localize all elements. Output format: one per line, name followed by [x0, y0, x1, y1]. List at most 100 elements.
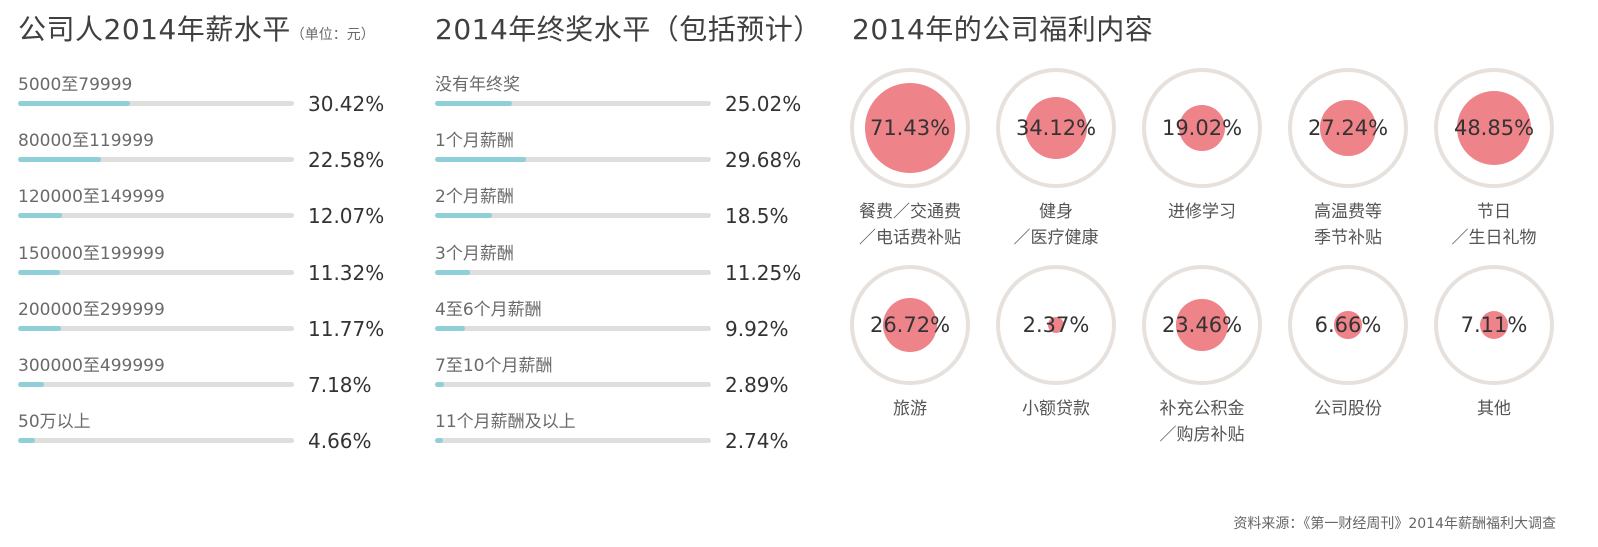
bonus-bar-track: [435, 325, 711, 331]
salary-bar-row: 200000至299999 11.77%: [18, 295, 398, 351]
salary-bar-label: 150000至199999: [18, 243, 165, 264]
bonus-bar-value: 9.92%: [725, 316, 789, 341]
bonus-bar-value: 11.25%: [725, 260, 802, 285]
salary-bar: [18, 269, 60, 275]
benefit-label-line: 公司股份: [1314, 399, 1382, 419]
salary-bar-value: 7.18%: [308, 373, 372, 397]
bonus-bar-value: 2.89%: [725, 373, 789, 397]
benefit-value: 71.43%: [869, 116, 951, 140]
benefit-bubble: [882, 297, 938, 353]
benefit-ring: [1288, 265, 1408, 385]
salary-bar-label: 50万以上: [18, 412, 91, 433]
bonus-bar-row: 3个月薪酬 11.25%: [435, 239, 815, 295]
benefit-label-line: 小额贷款: [1022, 399, 1090, 419]
salary-bar: [18, 382, 45, 387]
bonus-bar-value: 25.02%: [725, 92, 802, 116]
benefit-label: 餐费／交通费 ／电话费补贴: [841, 199, 979, 251]
salary-bar-row: 50万以上 4.66%: [18, 407, 398, 463]
benefit-label: 旅游: [841, 396, 979, 422]
benefit-bubble: [1456, 90, 1532, 166]
salary-bar-row: 120000至149999 12.07%: [18, 182, 398, 238]
bonus-bar-track: [435, 269, 711, 275]
bonus-bar-row: 4至6个月薪酬 9.92%: [435, 295, 815, 351]
benefit-ring: [1288, 68, 1408, 188]
salary-title-text: 公司人2014年薪水平: [18, 13, 291, 46]
salary-bar: [18, 157, 102, 163]
salary-title: 公司人2014年薪水平（单位：元）: [18, 8, 375, 48]
bonus-bar-label: 没有年终奖: [435, 75, 520, 95]
bonus-bar: [435, 269, 470, 275]
benefits-title-text: 2014年的公司福利内容: [852, 13, 1154, 46]
salary-bar-track: [18, 382, 294, 387]
bonus-bar-row: 没有年终奖 25.02%: [435, 70, 815, 126]
benefit-ring: [996, 265, 1116, 385]
bonus-bar-value: 2.74%: [725, 429, 789, 454]
bonus-bar-row: 2个月薪酬 18.5%: [435, 182, 815, 238]
bonus-bar-label: 4至6个月薪酬: [435, 299, 542, 320]
benefit-ring: [996, 68, 1116, 188]
salary-bar-value: 4.66%: [308, 429, 372, 454]
benefit-ring: [1142, 265, 1262, 385]
benefit-bubble: [1334, 311, 1362, 339]
benefit-label-line: ／电话费补贴: [859, 228, 961, 248]
salary-bar-value: 22.58%: [308, 148, 385, 173]
bonus-bar: [435, 382, 444, 387]
bonus-bar-track: [435, 213, 711, 219]
salary-bar-row: 80000至119999 22.58%: [18, 126, 398, 182]
benefit-label: 健身 ／医疗健康: [987, 199, 1125, 251]
benefit-value: 26.72%: [869, 313, 951, 337]
bonus-bar: [435, 438, 444, 444]
benefit-label: 公司股份: [1279, 396, 1417, 422]
bonus-bar-row: 1个月薪酬 29.68%: [435, 126, 815, 182]
salary-bar-row: 150000至199999 11.32%: [18, 239, 398, 295]
salary-bar-value: 11.77%: [308, 316, 385, 341]
bonus-bar-label: 11个月薪酬及以上: [435, 412, 576, 433]
benefit-value: 34.12%: [1015, 116, 1097, 140]
bonus-bar-label: 7至10个月薪酬: [435, 356, 553, 376]
benefit-value: 48.85%: [1453, 116, 1535, 140]
salary-bar: [18, 213, 63, 219]
salary-bar: [18, 325, 62, 331]
benefit-label-line: 节日: [1477, 202, 1511, 222]
benefit-label: 进修学习: [1133, 199, 1271, 225]
benefit-label: 小额贷款: [987, 396, 1125, 422]
benefit-label-line: 季节补贴: [1314, 228, 1382, 248]
salary-bar-label: 300000至499999: [18, 356, 165, 376]
salary-bar-track: [18, 269, 294, 275]
benefit-label-line: ／医疗健康: [1013, 228, 1099, 248]
benefit-bubble: [1047, 316, 1065, 334]
benefit-label-line: ／生日礼物: [1451, 228, 1537, 248]
bonus-bar: [435, 101, 512, 106]
bonus-bar-row: 11个月薪酬及以上 2.74%: [435, 407, 815, 463]
salary-bar-track: [18, 213, 294, 219]
salary-bar-row: 300000至499999 7.18%: [18, 351, 398, 407]
benefits-bubble-chart: 71.43% 餐费／交通费 ／电话费补贴 34.12% 健身 ／医疗健康 19.02% 进修学…: [850, 68, 1570, 468]
benefit-label: 补充公积金 ／购房补贴: [1133, 396, 1271, 448]
salary-bar-label: 200000至299999: [18, 299, 165, 320]
benefit-ring: [1434, 68, 1554, 188]
benefit-bubble: [1479, 310, 1509, 340]
benefit-ring: [1434, 265, 1554, 385]
salary-bar-label: 5000至79999: [18, 75, 133, 95]
benefit-label-line: 旅游: [893, 399, 927, 419]
benefit-label-line: 其他: [1477, 399, 1511, 419]
benefit-label-line: 健身: [1039, 202, 1073, 222]
bonus-bar-label: 2个月薪酬: [435, 187, 514, 208]
salary-bar-track: [18, 157, 294, 163]
bonus-bar-value: 29.68%: [725, 148, 802, 173]
salary-bar-track: [18, 325, 294, 331]
bonus-bar: [435, 157, 527, 163]
bonus-bar-row: 7至10个月薪酬 2.89%: [435, 351, 815, 407]
benefit-ring: [850, 68, 970, 188]
benefit-label-line: 高温费等: [1314, 202, 1382, 222]
benefit-bubble: [1320, 100, 1376, 156]
salary-bar-track: [18, 101, 294, 106]
benefit-label-line: 补充公积金: [1159, 399, 1245, 419]
benefit-value: 19.02%: [1161, 116, 1243, 140]
bonus-bar-track: [435, 438, 711, 444]
salary-bar-value: 30.42%: [308, 92, 385, 116]
benefit-ring: [850, 265, 970, 385]
benefit-bubble: [1176, 299, 1228, 351]
benefit-label-line: ／购房补贴: [1159, 425, 1245, 445]
bonus-bar: [435, 325, 466, 331]
